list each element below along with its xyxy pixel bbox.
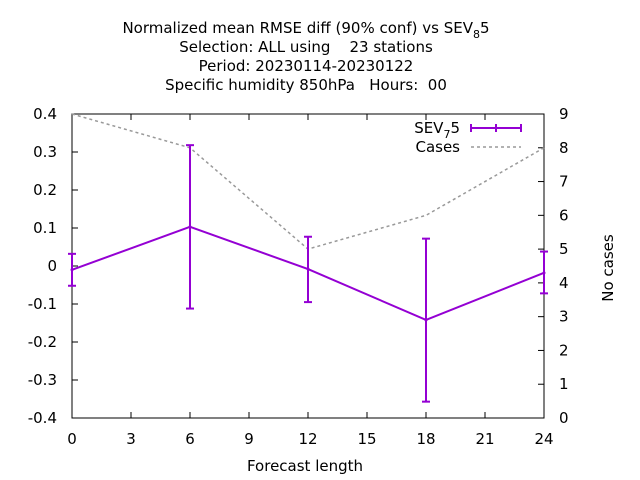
series-layer: [68, 113, 548, 403]
sev-point: [188, 225, 192, 229]
y2-tick-label: 2: [559, 341, 569, 359]
x-axis-label: Forecast length: [247, 457, 363, 475]
y2-tick-label: 7: [559, 173, 569, 191]
y-tick-label: 0.1: [33, 219, 57, 237]
legend-label-sev: SEV75: [414, 119, 460, 141]
y2-tick-label: 6: [559, 206, 569, 224]
y2-tick-label: 1: [559, 375, 569, 393]
y-tick-label: 0.3: [33, 143, 57, 161]
legend: SEV75 Cases: [414, 119, 522, 156]
y-tick-label: -0.2: [28, 333, 57, 351]
x-tick-label: 6: [185, 430, 195, 448]
title-line-4: Specific humidity 850hPa Hours: 00: [165, 76, 447, 94]
sev-point: [542, 271, 546, 275]
x-tick-label: 12: [298, 430, 317, 448]
y-tick-label: -0.1: [28, 295, 57, 313]
y2-axis-ticks: 0 1 2 3 4 5 6 7 8 9: [538, 105, 569, 427]
y2-tick-label: 5: [559, 240, 569, 258]
y2-axis-label: No cases: [599, 234, 617, 302]
y-tick-label: -0.4: [28, 409, 57, 427]
x-tick-label: 21: [475, 430, 494, 448]
y-tick-label: 0.2: [33, 181, 57, 199]
x-tick-label: 3: [126, 430, 136, 448]
y-tick-label: -0.3: [28, 371, 57, 389]
x-tick-label: 24: [534, 430, 553, 448]
y2-tick-label: 0: [559, 409, 569, 427]
x-tick-label: 0: [67, 430, 77, 448]
x-tick-label: 18: [416, 430, 435, 448]
sev-point: [306, 267, 310, 271]
y-tick-label: 0.4: [33, 105, 57, 123]
title-line-1: Normalized mean RMSE diff (90% conf) vs …: [122, 19, 489, 41]
sev-point: [70, 268, 74, 272]
y2-tick-label: 3: [559, 308, 569, 326]
title-line-3: Period: 20230114-20230122: [199, 57, 414, 75]
legend-label-cases: Cases: [415, 138, 460, 156]
sev-point: [424, 318, 428, 322]
y2-tick-label: 8: [559, 139, 569, 157]
chart-title: Normalized mean RMSE diff (90% conf) vs …: [122, 19, 489, 94]
y2-tick-label: 9: [559, 105, 569, 123]
series-cases-line: [71, 113, 545, 250]
title-line-2: Selection: ALL using 23 stations: [179, 38, 433, 56]
y-axis-ticks: -0.4 -0.3 -0.2 -0.1 0 0.1 0.2 0.3 0.4: [28, 105, 78, 427]
y2-tick-label: 4: [559, 274, 569, 292]
x-tick-label: 15: [357, 430, 376, 448]
x-axis-ticks: 0 3 6 9 12 15 18 21 24: [67, 114, 554, 448]
y-tick-label: 0: [47, 257, 57, 275]
x-tick-label: 9: [244, 430, 254, 448]
